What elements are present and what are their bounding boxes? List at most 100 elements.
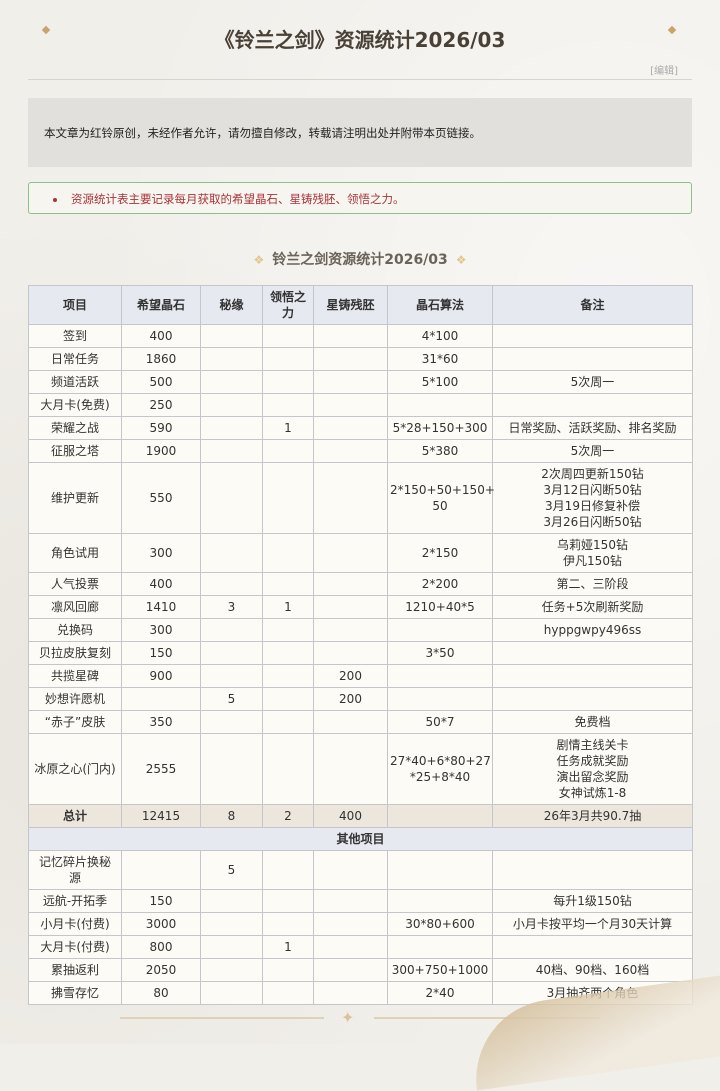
column-header: 秘缘	[200, 285, 263, 325]
table-cell	[200, 981, 263, 1005]
table-cell: 1900	[121, 439, 201, 463]
column-header: 星铸残胚	[313, 285, 388, 325]
table-cell	[200, 347, 263, 371]
table-cell: 8	[200, 804, 263, 828]
table-cell: 维护更新	[28, 462, 122, 534]
table-cell	[313, 533, 388, 573]
table-cell: 350	[121, 710, 201, 734]
table-row: 日常任务 1860 31*60	[28, 347, 693, 371]
table-cell: 5*28+150+300	[387, 416, 493, 440]
table-cell	[262, 572, 314, 596]
table-cell	[313, 618, 388, 642]
ornament-left-icon: ❖	[253, 253, 265, 267]
table-cell: 拂雪存忆	[28, 981, 122, 1005]
table-cell: 12415	[121, 804, 201, 828]
table-cell: 50*7	[387, 710, 493, 734]
table-cell	[262, 958, 314, 982]
table-cell: 人气投票	[28, 572, 122, 596]
table-row: 签到 400 4*100	[28, 324, 693, 348]
table-row: 大月卡(付费) 800 1	[28, 935, 693, 959]
table-cell	[262, 324, 314, 348]
table-cell	[492, 687, 693, 711]
table-cell	[313, 981, 388, 1005]
table-cell: 记忆碎片换秘 源	[28, 850, 122, 890]
table-cell	[262, 533, 314, 573]
table-cell: 剧情主线关卡 任务成就奖励 演出留念奖励 女神试炼1-8	[492, 733, 693, 805]
table-cell	[387, 850, 493, 890]
resource-table: 项目 希望晶石 秘缘 领悟之 力星铸残胚 晶石算法 备注 签到 400 4*100 日常任务 18…	[28, 285, 693, 1005]
table-cell: 3000	[121, 912, 201, 936]
table-cell: 2*150	[387, 533, 493, 573]
table-cell	[262, 370, 314, 394]
table-cell	[313, 595, 388, 619]
table-cell	[200, 618, 263, 642]
table-cell	[387, 889, 493, 913]
table-cell: 2*200	[387, 572, 493, 596]
table-cell: 150	[121, 889, 201, 913]
total-row: 总计 12415 8 2 400 26年3月共90.7抽	[28, 804, 693, 828]
table-cell: 5*380	[387, 439, 493, 463]
table-cell	[387, 664, 493, 688]
table-cell	[262, 850, 314, 890]
table-cell	[262, 733, 314, 805]
table-cell: 31*60	[387, 347, 493, 371]
table-row: 冰原之心(门内) 2555 27*40+6*80+27 *25+8*40 剧情主线关卡…	[28, 733, 693, 805]
table-cell: 30*80+600	[387, 912, 493, 936]
table-cell	[313, 935, 388, 959]
table-cell	[262, 439, 314, 463]
table-header-row: 项目 希望晶石 秘缘 领悟之 力星铸残胚 晶石算法 备注	[28, 285, 693, 325]
table-cell: 大月卡(免费)	[28, 393, 122, 417]
table-cell: 每升1级150钻	[492, 889, 693, 913]
table-cell	[121, 687, 201, 711]
table-cell: 2*40	[387, 981, 493, 1005]
table-cell: 小月卡按平均一个月30天计算	[492, 912, 693, 936]
table-cell: 900	[121, 664, 201, 688]
table-cell	[200, 439, 263, 463]
table-cell: 5	[200, 850, 263, 890]
table-cell: 1	[262, 416, 314, 440]
table-cell	[262, 710, 314, 734]
table-cell	[262, 618, 314, 642]
table-cell: 4*100	[387, 324, 493, 348]
table-cell: 1410	[121, 595, 201, 619]
page-title: 《铃兰之剑》资源统计2026/03	[214, 28, 506, 52]
table-cell	[200, 533, 263, 573]
table-cell	[200, 664, 263, 688]
table-cell	[262, 687, 314, 711]
table-cell: 频道活跃	[28, 370, 122, 394]
table-cell	[492, 935, 693, 959]
table-cell: 2次周四更新150钻 3月12日闪断50钻 3月19日修复补偿 3月26日闪断5…	[492, 462, 693, 534]
table-cell: 日常任务	[28, 347, 122, 371]
table-cell: 2050	[121, 958, 201, 982]
table-cell	[200, 733, 263, 805]
table-cell: 200	[313, 664, 388, 688]
table-cell: 3*50	[387, 641, 493, 665]
table-cell	[313, 889, 388, 913]
edit-link[interactable]: [编辑]	[650, 66, 678, 77]
table-row: 维护更新 550 2*150+50+150+ 50 2次周四更新150钻 3月12日闪…	[28, 462, 693, 534]
table-row: 小月卡(付费) 3000 30*80+600 小月卡按平均一个月30天计算	[28, 912, 693, 936]
table-cell: hyppgwpy496ss	[492, 618, 693, 642]
table-cell	[313, 324, 388, 348]
table-cell: 第二、三阶段	[492, 572, 693, 596]
table-cell	[200, 572, 263, 596]
table-cell	[492, 324, 693, 348]
table-cell	[200, 370, 263, 394]
table-cell: 冰原之心(门内)	[28, 733, 122, 805]
subtitle-text: 铃兰之剑资源统计2026/03	[272, 252, 448, 268]
table-cell: 400	[313, 804, 388, 828]
table-cell	[262, 981, 314, 1005]
table-cell: 大月卡(付费)	[28, 935, 122, 959]
table-cell: 500	[121, 370, 201, 394]
table-row: 角色试用 300 2*150 乌莉娅150钻 伊凡150钻	[28, 533, 693, 573]
table-cell	[200, 324, 263, 348]
table-cell: 签到	[28, 324, 122, 348]
table-cell	[313, 850, 388, 890]
table-cell: 5次周一	[492, 370, 693, 394]
table-cell	[262, 664, 314, 688]
table-cell: 550	[121, 462, 201, 534]
table-cell	[262, 912, 314, 936]
star-ornament-icon: ✦	[341, 1008, 355, 1027]
footer-divider	[120, 1017, 324, 1019]
table-cell: 3	[200, 595, 263, 619]
